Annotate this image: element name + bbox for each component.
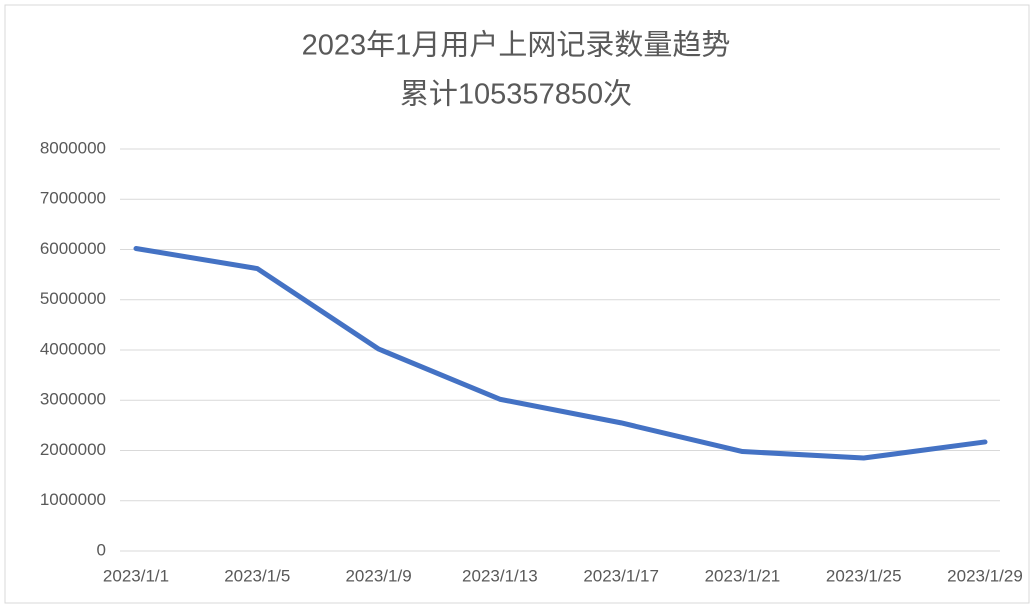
x-tick-label: 2023/1/13 <box>462 566 538 585</box>
y-tick-label: 1000000 <box>40 490 106 509</box>
data-line <box>133 245 988 461</box>
x-tick-label: 2023/1/17 <box>583 566 659 585</box>
y-tick-label: 6000000 <box>40 239 106 258</box>
x-tick-label: 2023/1/1 <box>103 566 169 585</box>
y-tick-label: 3000000 <box>40 390 106 409</box>
y-tick-label: 0 <box>97 540 106 559</box>
y-tick-label: 7000000 <box>40 189 106 208</box>
y-tick-label: 8000000 <box>40 138 106 157</box>
x-tick-label: 2023/1/25 <box>826 566 902 585</box>
y-tick-label: 2000000 <box>40 440 106 459</box>
x-tick-label: 2023/1/9 <box>345 566 411 585</box>
x-tick-label: 2023/1/5 <box>224 566 290 585</box>
chart-subtitle: 累计105357850次 <box>400 78 632 111</box>
chart-frame <box>4 4 1030 604</box>
y-tick-label: 5000000 <box>40 289 106 308</box>
chart-title: 2023年1月用户上网记录数量趋势 <box>302 29 731 62</box>
x-tick-label: 2023/1/21 <box>705 566 781 585</box>
x-tick-label: 2023/1/29 <box>947 566 1023 585</box>
y-tick-label: 4000000 <box>40 339 106 358</box>
